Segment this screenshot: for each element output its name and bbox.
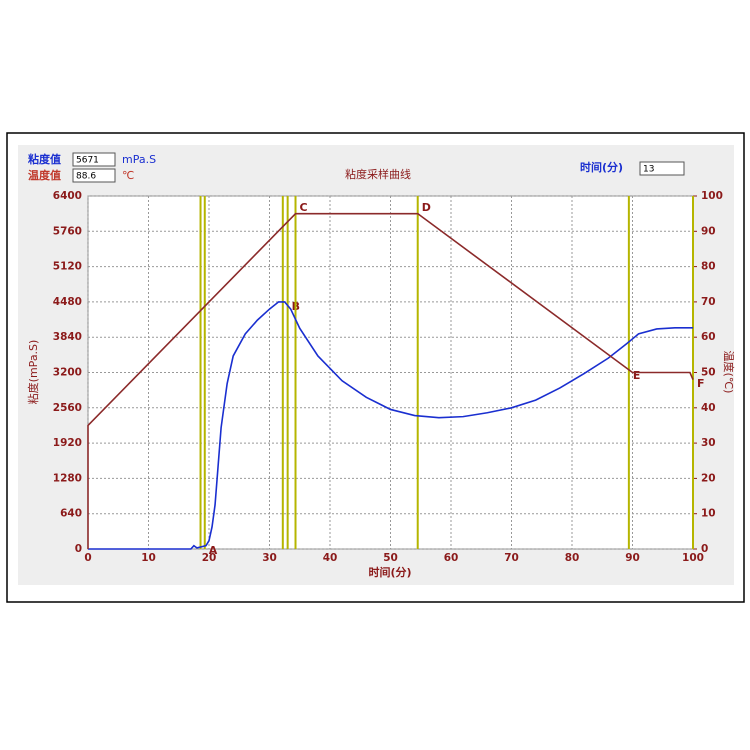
y-tick-label: 640	[60, 508, 82, 520]
marker-label: F	[697, 377, 705, 390]
y2-tick-label: 40	[701, 402, 716, 414]
y-tick-label: 2560	[53, 402, 82, 414]
temp-unit: ℃	[122, 169, 134, 182]
y-tick-label: 5760	[53, 225, 82, 237]
x-tick-label: 20	[202, 552, 217, 564]
y2-tick-label: 30	[701, 437, 716, 449]
y2-tick-label: 70	[701, 296, 716, 308]
y-tick-label: 0	[75, 543, 82, 555]
y2-tick-label: 10	[701, 508, 716, 520]
time-label: 时间(分)	[580, 160, 623, 174]
x-tick-label: 40	[323, 552, 338, 564]
marker-label: A	[209, 544, 218, 557]
y2-axis-label: 温度(℃)	[722, 351, 736, 394]
y-tick-label: 5120	[53, 261, 82, 273]
x-tick-label: 50	[383, 552, 398, 564]
time-field[interactable]	[639, 161, 685, 176]
y-tick-label: 3200	[53, 367, 82, 379]
temp-value: 88.6	[76, 172, 96, 182]
y-tick-label: 6400	[53, 190, 82, 202]
series-line	[87, 212, 694, 549]
x-tick-label: 70	[504, 552, 519, 564]
y-tick-label: 1920	[53, 437, 82, 449]
y-axis-label: 粘度(mPa.S)	[26, 340, 40, 405]
y2-tick-label: 0	[701, 543, 708, 555]
x-tick-label: 80	[565, 552, 580, 564]
y2-tick-label: 60	[701, 331, 716, 343]
y2-tick-label: 90	[701, 225, 716, 237]
viscosity-label: 粘度值	[28, 152, 61, 166]
x-axis-label: 时间(分)	[368, 565, 411, 579]
series-line	[88, 301, 693, 550]
x-tick-label: 0	[84, 552, 91, 564]
y2-tick-label: 50	[701, 367, 716, 379]
x-tick-label: 60	[444, 552, 459, 564]
viscosity-value: 5671	[76, 156, 99, 166]
x-tick-label: 10	[141, 552, 156, 564]
y2-tick-label: 20	[701, 472, 716, 484]
viscosity-unit: mPa.S	[122, 153, 156, 166]
marker-label: C	[300, 201, 308, 214]
y-tick-label: 1280	[53, 472, 82, 484]
chart-title: 粘度采样曲线	[345, 167, 411, 181]
x-tick-label: 30	[262, 552, 277, 564]
viscosity-field[interactable]	[72, 152, 116, 167]
temp-label: 温度值	[28, 168, 61, 182]
marker-label: E	[633, 369, 641, 382]
marker-label: D	[422, 201, 431, 214]
y-tick-label: 4480	[53, 296, 82, 308]
x-tick-label: 90	[625, 552, 640, 564]
time-value: 13	[643, 165, 654, 175]
x-tick-label: 100	[682, 552, 704, 564]
y2-tick-label: 80	[701, 261, 716, 273]
temp-field[interactable]	[72, 168, 116, 183]
y-tick-label: 3840	[53, 331, 82, 343]
y2-tick-label: 100	[701, 190, 723, 202]
